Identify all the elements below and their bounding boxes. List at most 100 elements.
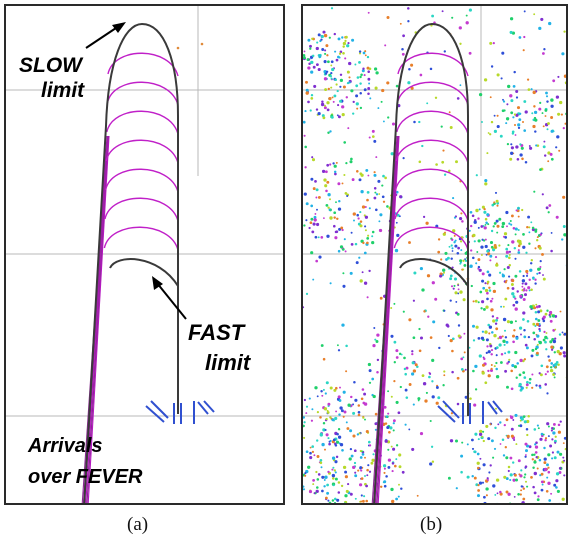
- traffic-dot: [431, 359, 434, 362]
- traffic-dot: [304, 146, 307, 149]
- traffic-dot: [385, 422, 387, 424]
- traffic-dot: [450, 275, 453, 278]
- traffic-dot: [421, 145, 423, 147]
- traffic-dot: [497, 492, 499, 494]
- traffic-dot: [357, 76, 360, 79]
- traffic-dot: [316, 108, 318, 110]
- traffic-dot: [431, 446, 433, 448]
- traffic-dot: [555, 146, 557, 148]
- traffic-dot: [420, 267, 423, 270]
- traffic-dot: [454, 245, 457, 248]
- traffic-dot: [357, 217, 359, 219]
- traffic-dot: [513, 295, 516, 298]
- traffic-dot: [363, 495, 365, 497]
- traffic-dot: [417, 495, 419, 497]
- traffic-dot: [320, 433, 323, 436]
- traffic-dot: [451, 17, 453, 19]
- traffic-dot: [546, 422, 549, 425]
- traffic-dot: [486, 213, 489, 216]
- traffic-dot: [532, 467, 534, 469]
- traffic-dot: [542, 274, 544, 276]
- traffic-dot: [324, 479, 326, 481]
- traffic-dot: [374, 67, 377, 70]
- traffic-dot: [451, 285, 453, 287]
- traffic-dot: [469, 52, 472, 55]
- traffic-dot: [544, 336, 547, 339]
- traffic-dot: [521, 386, 524, 389]
- traffic-dot: [474, 221, 477, 224]
- traffic-dot: [503, 454, 505, 456]
- traffic-dot: [548, 471, 551, 474]
- traffic-dot: [364, 419, 366, 421]
- approach-arc: [397, 82, 468, 105]
- traffic-dot: [390, 488, 393, 491]
- traffic-dot: [491, 349, 493, 351]
- traffic-dot: [493, 201, 495, 203]
- traffic-dot: [400, 23, 402, 25]
- traffic-dot: [373, 395, 376, 398]
- traffic-dot: [563, 354, 566, 357]
- traffic-dot: [316, 209, 318, 211]
- traffic-dot: [305, 219, 307, 221]
- traffic-dot: [362, 500, 365, 503]
- traffic-dot: [547, 467, 549, 469]
- traffic-dot: [484, 226, 487, 229]
- traffic-dot: [504, 370, 507, 373]
- traffic-dot: [413, 336, 416, 339]
- traffic-dot: [365, 54, 367, 56]
- traffic-dot: [508, 466, 511, 469]
- traffic-dot: [543, 125, 545, 127]
- traffic-dot: [549, 311, 552, 314]
- traffic-dot: [519, 295, 522, 298]
- traffic-dot: [483, 502, 486, 505]
- traffic-dot: [458, 324, 460, 326]
- traffic-dot: [485, 487, 488, 490]
- traffic-dot: [485, 306, 488, 309]
- traffic-dot: [474, 365, 477, 368]
- traffic-dot: [321, 35, 324, 38]
- traffic-dot: [329, 216, 332, 219]
- approach-arc: [397, 111, 468, 134]
- traffic-dot: [529, 382, 531, 384]
- traffic-dot: [338, 436, 341, 439]
- traffic-dot: [323, 485, 325, 487]
- traffic-dot: [364, 457, 366, 459]
- traffic-dot: [328, 88, 330, 90]
- traffic-dot: [567, 120, 568, 122]
- traffic-dot: [523, 487, 525, 489]
- traffic-dot: [470, 225, 472, 227]
- traffic-dot: [544, 457, 547, 460]
- traffic-dot: [362, 67, 364, 69]
- traffic-dot: [512, 461, 514, 463]
- traffic-dot: [529, 269, 532, 272]
- traffic-dot: [563, 225, 566, 228]
- traffic-dot: [496, 375, 499, 378]
- traffic-dot: [507, 143, 509, 145]
- traffic-dot: [342, 45, 344, 47]
- traffic-dot: [332, 477, 335, 480]
- traffic-dot: [364, 74, 366, 76]
- traffic-dot: [321, 100, 323, 102]
- traffic-dot: [532, 486, 535, 489]
- traffic-dot: [470, 249, 472, 251]
- traffic-dot: [533, 13, 535, 15]
- traffic-dot: [420, 336, 423, 339]
- traffic-dot: [565, 81, 568, 84]
- traffic-dot: [457, 97, 460, 100]
- traffic-dot: [338, 428, 340, 430]
- traffic-dot: [324, 49, 326, 51]
- traffic-dot: [436, 386, 439, 389]
- traffic-dot: [494, 130, 497, 133]
- traffic-dot: [506, 103, 508, 105]
- traffic-dot: [489, 423, 491, 425]
- traffic-dot: [521, 158, 524, 161]
- traffic-dot: [460, 471, 463, 474]
- traffic-dot: [532, 458, 534, 460]
- traffic-dot: [378, 220, 380, 222]
- traffic-dot: [346, 421, 348, 423]
- traffic-dot: [481, 121, 483, 123]
- traffic-dot: [480, 245, 483, 248]
- traffic-dot: [546, 310, 548, 312]
- traffic-dot: [524, 293, 527, 296]
- traffic-dot: [533, 454, 535, 456]
